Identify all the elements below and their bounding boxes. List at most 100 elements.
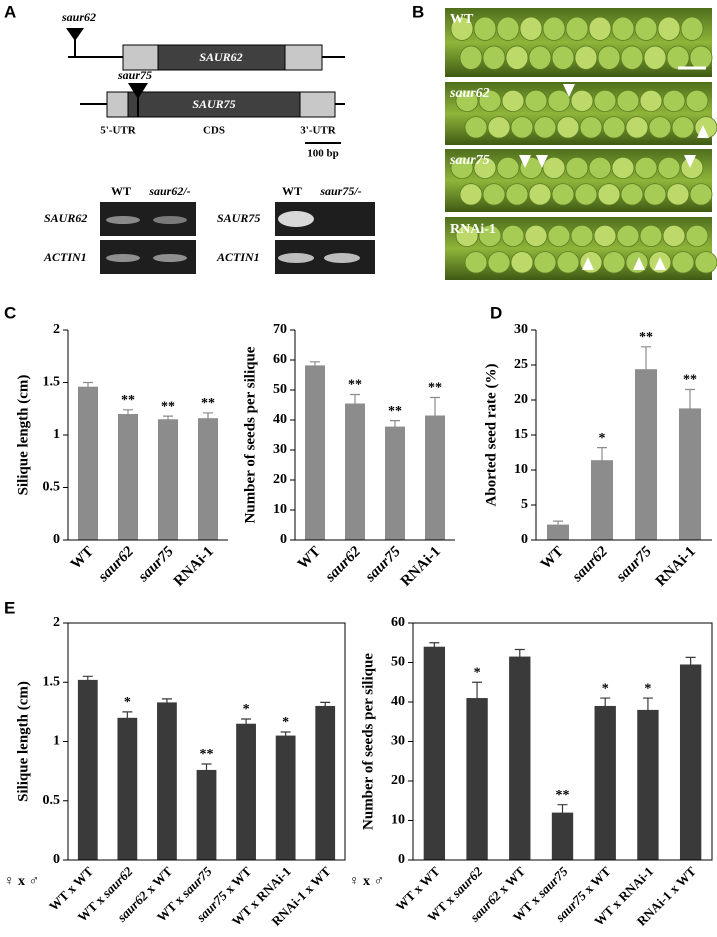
error-bar	[123, 409, 133, 419]
error-bar	[557, 804, 568, 822]
error-bar	[600, 697, 611, 715]
bar	[77, 679, 98, 860]
seed	[634, 16, 658, 41]
bar	[547, 524, 569, 540]
seed	[574, 45, 598, 70]
gel-band	[106, 254, 140, 262]
seed	[616, 224, 640, 248]
significance-label: **	[556, 788, 570, 803]
seed	[501, 224, 525, 248]
bar	[425, 415, 445, 540]
text-part: saur75	[176, 863, 215, 902]
bar	[509, 656, 531, 860]
gel-band	[278, 253, 314, 263]
insertion-marker	[128, 83, 148, 99]
error-bar	[430, 396, 440, 435]
seed	[450, 16, 474, 41]
error-bar	[201, 763, 212, 777]
error-bar	[597, 447, 607, 474]
gene-diagram: saur62 SAUR62 saur75 SAUR75 5'-UTR CDS 3…	[61, 10, 345, 160]
arrowhead	[697, 125, 709, 138]
seed	[643, 45, 667, 70]
region-label: 3'-UTR	[300, 125, 337, 137]
seed	[570, 224, 594, 248]
bar	[157, 702, 177, 860]
gel-band	[153, 254, 187, 262]
x-tick-label: WT	[68, 544, 97, 573]
lane-label: WT	[282, 184, 302, 198]
text-part: RNAi-1	[268, 888, 309, 929]
text-part: RNAi-1	[653, 544, 699, 590]
gel-band	[278, 211, 314, 227]
error-bar	[163, 415, 173, 423]
seed	[473, 156, 497, 180]
bar	[117, 717, 138, 860]
y-tick-label: 50	[391, 655, 405, 670]
seed	[666, 45, 690, 70]
significance-label: *	[644, 681, 651, 696]
bar	[118, 414, 138, 540]
mutant-label: saur62	[61, 10, 96, 24]
seed	[685, 89, 709, 113]
y-tick-label: 0	[280, 532, 287, 547]
seed	[524, 89, 548, 113]
y-tick-label: 1	[53, 427, 60, 442]
bar	[635, 369, 657, 540]
significance-label: **	[348, 378, 362, 393]
silique-photos	[445, 8, 717, 280]
seed	[657, 156, 681, 180]
y-tick-label: 20	[391, 773, 405, 788]
bar	[345, 403, 365, 540]
seed	[694, 251, 717, 274]
y-tick-label: 10	[514, 462, 528, 477]
seed	[510, 116, 534, 139]
bar	[679, 408, 701, 540]
seed	[680, 16, 704, 41]
seed	[487, 116, 511, 139]
seed	[542, 156, 566, 180]
y-tick-label: 0	[521, 532, 528, 547]
seed	[662, 89, 686, 113]
seed	[611, 156, 635, 180]
bar	[591, 460, 613, 540]
y-tick-label: 25	[514, 357, 528, 372]
photo-label: RNAi-1	[450, 222, 496, 237]
y-tick-label: 0	[53, 532, 60, 547]
bar	[385, 426, 405, 540]
seed	[597, 45, 621, 70]
significance-label: **	[201, 396, 215, 411]
seed	[510, 251, 534, 274]
band-label: ACTIN1	[216, 250, 260, 264]
text-part: WT	[68, 544, 97, 573]
y-tick-label: 10	[273, 502, 287, 517]
y-tick-label: 60	[391, 615, 405, 630]
seed	[565, 16, 589, 41]
region-label: CDS	[203, 125, 225, 137]
error-bar	[280, 731, 291, 740]
text-part: saur75	[532, 863, 571, 902]
band-label: ACTIN1	[43, 250, 87, 264]
utr-box	[284, 44, 323, 71]
seed	[547, 224, 571, 248]
utr-box	[106, 91, 129, 118]
seed	[671, 251, 695, 274]
photo-label: WT	[450, 12, 474, 27]
significance-label: *	[124, 695, 131, 710]
cds-box	[127, 91, 301, 118]
significance-label: *	[282, 715, 289, 730]
seed	[551, 183, 575, 206]
x-tick-label: WT	[538, 544, 567, 573]
bar	[679, 664, 702, 860]
gel-band	[106, 216, 140, 224]
seed	[505, 45, 529, 70]
error-bar	[390, 420, 400, 434]
bar	[236, 723, 256, 860]
text-part: saur75	[613, 544, 655, 586]
y-tick-label: 0.5	[43, 793, 61, 808]
utr-box	[122, 44, 159, 71]
text-part: RNAi-1	[398, 544, 444, 590]
seed	[689, 45, 713, 70]
lane-label: saur62/-	[148, 184, 190, 198]
